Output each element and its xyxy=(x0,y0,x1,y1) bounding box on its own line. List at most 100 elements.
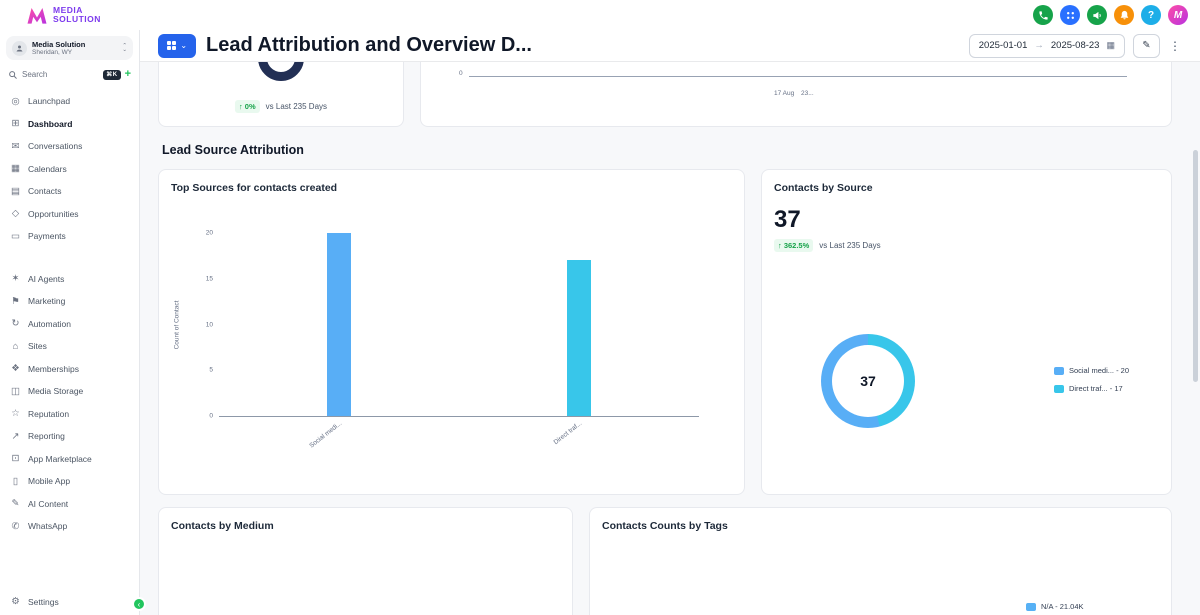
automation-icon: ↻ xyxy=(11,318,20,330)
date-range-picker[interactable]: 2025-01-01 → 2025-08-23 ▦ xyxy=(968,33,1125,58)
launchpad-icon: ◎ xyxy=(11,95,20,107)
sidebar-item-label: Mobile App xyxy=(28,476,71,487)
sidebar-collapse-button[interactable]: ‹ xyxy=(132,597,146,611)
person-icon xyxy=(16,45,23,51)
x-axis-label: Direct traf... xyxy=(552,420,584,447)
top-sources-card: Top Sources for contacts created Count o… xyxy=(158,169,745,495)
notifications-icon[interactable] xyxy=(1114,5,1134,25)
account-avatar xyxy=(12,40,27,56)
dashboard-content: ↑ 0% vs Last 235 Days 0 17 Aug 23... Lea… xyxy=(140,62,1200,615)
reputation-icon: ☆ xyxy=(11,408,20,420)
x-axis-label: Social medi... xyxy=(308,420,344,450)
sidebar-item-label: Contacts xyxy=(28,186,62,197)
legend-swatch xyxy=(1026,602,1036,611)
conversations-icon: ✉ xyxy=(11,140,20,152)
date-start: 2025-01-01 xyxy=(978,40,1028,51)
sidebar-item-label: Media Storage xyxy=(28,386,84,397)
media-storage-icon: ◫ xyxy=(11,385,20,397)
bar-chart: 0 5 10 15 20 Social medi... Direct traf... xyxy=(206,230,699,450)
contacts-by-source-card: Contacts by Source 37 ↑ 362.5% vs Last 2… xyxy=(761,169,1172,495)
sidebar-item-whatsapp[interactable]: ✆ WhatsApp xyxy=(0,515,139,538)
sidebar-item-label: App Marketplace xyxy=(28,453,92,464)
sidebar-nav: ◎ Launchpad ⊞ Dashboard ✉ Conversations ▦ Calen… xyxy=(0,90,139,588)
help-icon[interactable]: ? xyxy=(1141,5,1161,25)
phone-icon[interactable] xyxy=(1033,5,1053,25)
sidebar-item-mobile-app[interactable]: ▯ Mobile App xyxy=(0,470,139,493)
sidebar: Media Solution Sheridan, WY ⌃ ⌄ Search ⌘K… xyxy=(0,30,146,615)
sidebar-item-marketing[interactable]: ⚑ Marketing xyxy=(0,290,139,313)
memberships-icon: ❖ xyxy=(11,363,20,375)
search-placeholder: Search xyxy=(22,70,48,79)
sidebar-item-automation[interactable]: ↻ Automation xyxy=(0,313,139,336)
y-axis-tick: 10 xyxy=(205,321,213,328)
sidebar-item-reporting[interactable]: ↗ Reporting xyxy=(0,425,139,448)
sidebar-item-label: Reporting xyxy=(28,431,65,442)
brand-logo[interactable]: MEDIA SOLUTION xyxy=(26,6,101,25)
sidebar-item-reputation[interactable]: ☆ Reputation xyxy=(0,403,139,426)
chevron-down-icon: ⌄ xyxy=(180,40,188,50)
legend-label: Social medi... - 20 xyxy=(1068,366,1129,375)
donut-chart: 37 xyxy=(821,334,915,428)
bar-1 xyxy=(567,260,591,416)
sidebar-item-label: WhatsApp xyxy=(28,521,68,532)
sidebar-item-memberships[interactable]: ❖ Memberships xyxy=(0,358,139,381)
card-title: Contacts by Medium xyxy=(171,520,274,532)
sidebar-item-contacts[interactable]: ▤ Contacts xyxy=(0,180,139,203)
account-switcher[interactable]: Media Solution Sheridan, WY ⌃ ⌄ xyxy=(6,36,133,60)
legend-swatch xyxy=(1053,384,1064,393)
topbar-actions: ? M xyxy=(1033,5,1188,25)
x-axis-tick: 23... xyxy=(801,90,814,97)
gear-icon: ⚙ xyxy=(11,596,20,607)
quick-add-button[interactable]: + xyxy=(124,68,131,80)
card-title: Contacts Counts by Tags xyxy=(602,520,728,532)
partial-donut-chart xyxy=(258,62,304,81)
delta-caption: vs Last 235 Days xyxy=(819,241,881,250)
sidebar-item-label: Automation xyxy=(28,318,71,329)
sidebar-item-dashboard[interactable]: ⊞ Dashboard xyxy=(0,113,139,136)
y-axis-title: Count of Contact xyxy=(173,300,181,350)
sidebar-item-opportunities[interactable]: ◇ Opportunities xyxy=(0,203,139,226)
sidebar-item-media-storage[interactable]: ◫ Media Storage xyxy=(0,380,139,403)
vertical-scrollbar[interactable] xyxy=(1193,150,1198,382)
delta-badge: ↑ 362.5% xyxy=(774,239,814,252)
search-input[interactable]: Search ⌘K + xyxy=(8,69,131,80)
section-title: Lead Source Attribution xyxy=(162,143,304,157)
opportunities-icon: ◇ xyxy=(11,208,20,220)
account-name: Media Solution xyxy=(32,40,86,49)
calendar-icon: ▦ xyxy=(1106,40,1115,50)
legend-label: N/A - 21.04K xyxy=(1041,602,1084,611)
sidebar-item-launchpad[interactable]: ◎ Launchpad xyxy=(0,90,139,113)
sidebar-item-app-marketplace[interactable]: ⊡ App Marketplace xyxy=(0,448,139,471)
brand-name: MEDIA SOLUTION xyxy=(53,5,101,24)
sidebar-item-label: Sites xyxy=(28,341,47,352)
edit-dashboard-button[interactable]: ✎ xyxy=(1133,33,1160,58)
profile-icon[interactable]: M xyxy=(1168,5,1188,25)
lead-source-row: Top Sources for contacts created Count o… xyxy=(158,169,1172,495)
main-area: ⌄ Lead Attribution and Overview D... 202… xyxy=(140,30,1200,615)
sidebar-item-ai-agents[interactable]: ✶ AI Agents xyxy=(0,268,139,291)
account-location: Sheridan, WY xyxy=(32,49,73,56)
app-switcher-icon[interactable] xyxy=(1060,5,1080,25)
dashboard-icon: ⊞ xyxy=(11,118,20,130)
sidebar-item-calendars[interactable]: ▦ Calendars xyxy=(0,158,139,181)
legend-swatch xyxy=(1053,366,1064,375)
y-axis-zero-label: 0 xyxy=(459,70,463,77)
chart-legend: N/A - 21.04K xyxy=(1026,602,1084,611)
reporting-icon: ↗ xyxy=(11,430,20,442)
sidebar-item-sites[interactable]: ⌂ Sites xyxy=(0,335,139,358)
sidebar-item-payments[interactable]: ▭ Payments xyxy=(0,225,139,248)
mobile-app-icon: ▯ xyxy=(12,475,19,487)
chart-legend: Social medi... - 20 Direct traf... - 17 xyxy=(1053,366,1129,393)
sidebar-item-conversations[interactable]: ✉ Conversations xyxy=(0,135,139,158)
grid-icon xyxy=(166,40,177,51)
legend-item: Social medi... - 20 xyxy=(1053,366,1129,375)
more-options-button[interactable]: ⋮ xyxy=(1169,38,1181,53)
sidebar-item-label: Dashboard xyxy=(28,118,73,129)
card-title: Top Sources for contacts created xyxy=(171,182,338,194)
top-bar: MEDIA SOLUTION ? M xyxy=(0,0,1200,30)
sidebar-item-settings[interactable]: ⚙ Settings xyxy=(0,588,139,615)
megaphone-icon[interactable] xyxy=(1087,5,1107,25)
dashboard-switcher-button[interactable]: ⌄ xyxy=(158,33,196,58)
sidebar-item-ai-content[interactable]: ✎ AI Content xyxy=(0,493,139,516)
total-contacts-value: 37 xyxy=(774,206,801,233)
